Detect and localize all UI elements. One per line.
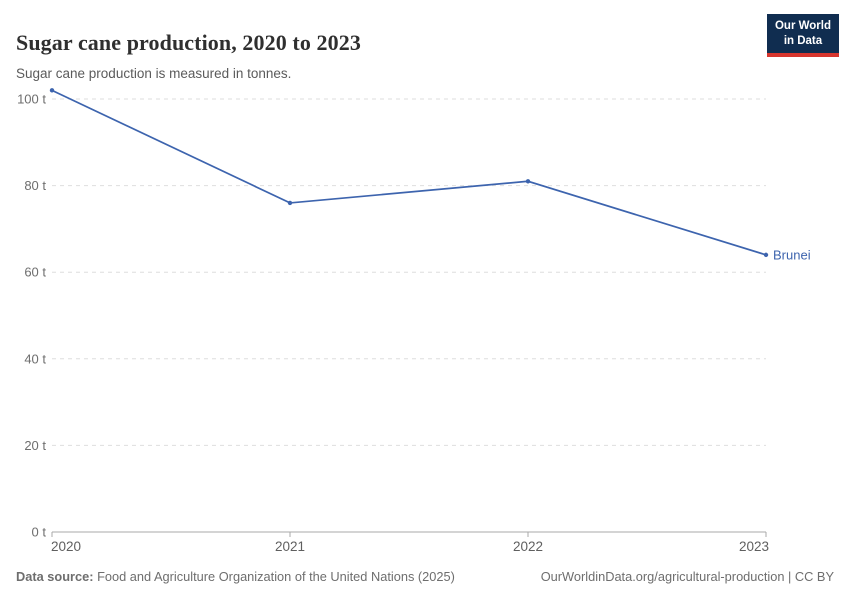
owid-citation-link[interactable]: OurWorldinData.org/agricultural-producti… xyxy=(540,569,834,584)
y-axis-tick-label: 100 t xyxy=(17,92,46,107)
data-point[interactable] xyxy=(525,179,531,184)
y-axis-tick-label: 0 t xyxy=(32,525,47,540)
y-axis-tick-label: 40 t xyxy=(24,351,46,366)
owid-logo-line1: Our World xyxy=(774,20,831,32)
owid-logo[interactable]: Our World in Data xyxy=(766,14,839,57)
chart-subtitle: Sugar cane production is measured in ton… xyxy=(16,65,292,81)
data-point[interactable] xyxy=(49,88,55,93)
x-axis-tick-label: 2020 xyxy=(51,539,81,554)
y-axis-tick-label: 60 t xyxy=(24,265,46,280)
y-axis-tick-label: 20 t xyxy=(24,438,46,453)
y-axis-tick-label: 80 t xyxy=(24,178,46,193)
data-line-brunei[interactable] xyxy=(51,89,767,256)
data-source-text: Food and Agriculture Organization of the… xyxy=(93,569,455,584)
chart-title: Sugar cane production, 2020 to 2023 xyxy=(16,29,361,55)
chart-footer: Data source: Food and Agriculture Organi… xyxy=(16,569,834,584)
x-axis-tick-label: 2021 xyxy=(275,539,305,554)
data-source-note: Data source: Food and Agriculture Organi… xyxy=(16,569,455,584)
data-point[interactable] xyxy=(287,200,293,206)
owid-logo-line2: in Data xyxy=(783,34,823,47)
series-label-brunei: Brunei xyxy=(773,247,811,262)
x-axis-tick-label: 2023 xyxy=(739,539,769,554)
x-axis-tick-label: 2022 xyxy=(513,539,543,554)
data-point[interactable] xyxy=(763,252,769,258)
data-source-label: Data source: xyxy=(16,569,94,584)
